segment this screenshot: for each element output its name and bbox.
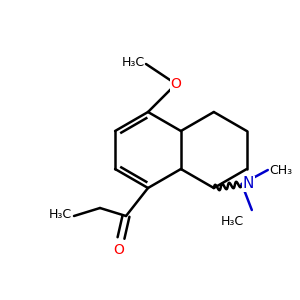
Text: N: N [243, 176, 254, 191]
Text: H₃C: H₃C [49, 208, 72, 221]
Text: O: O [171, 77, 182, 91]
Text: CH₃: CH₃ [269, 164, 292, 176]
Text: H₃C: H₃C [122, 56, 145, 70]
Text: H₃C: H₃C [221, 215, 244, 228]
Text: O: O [114, 243, 124, 257]
